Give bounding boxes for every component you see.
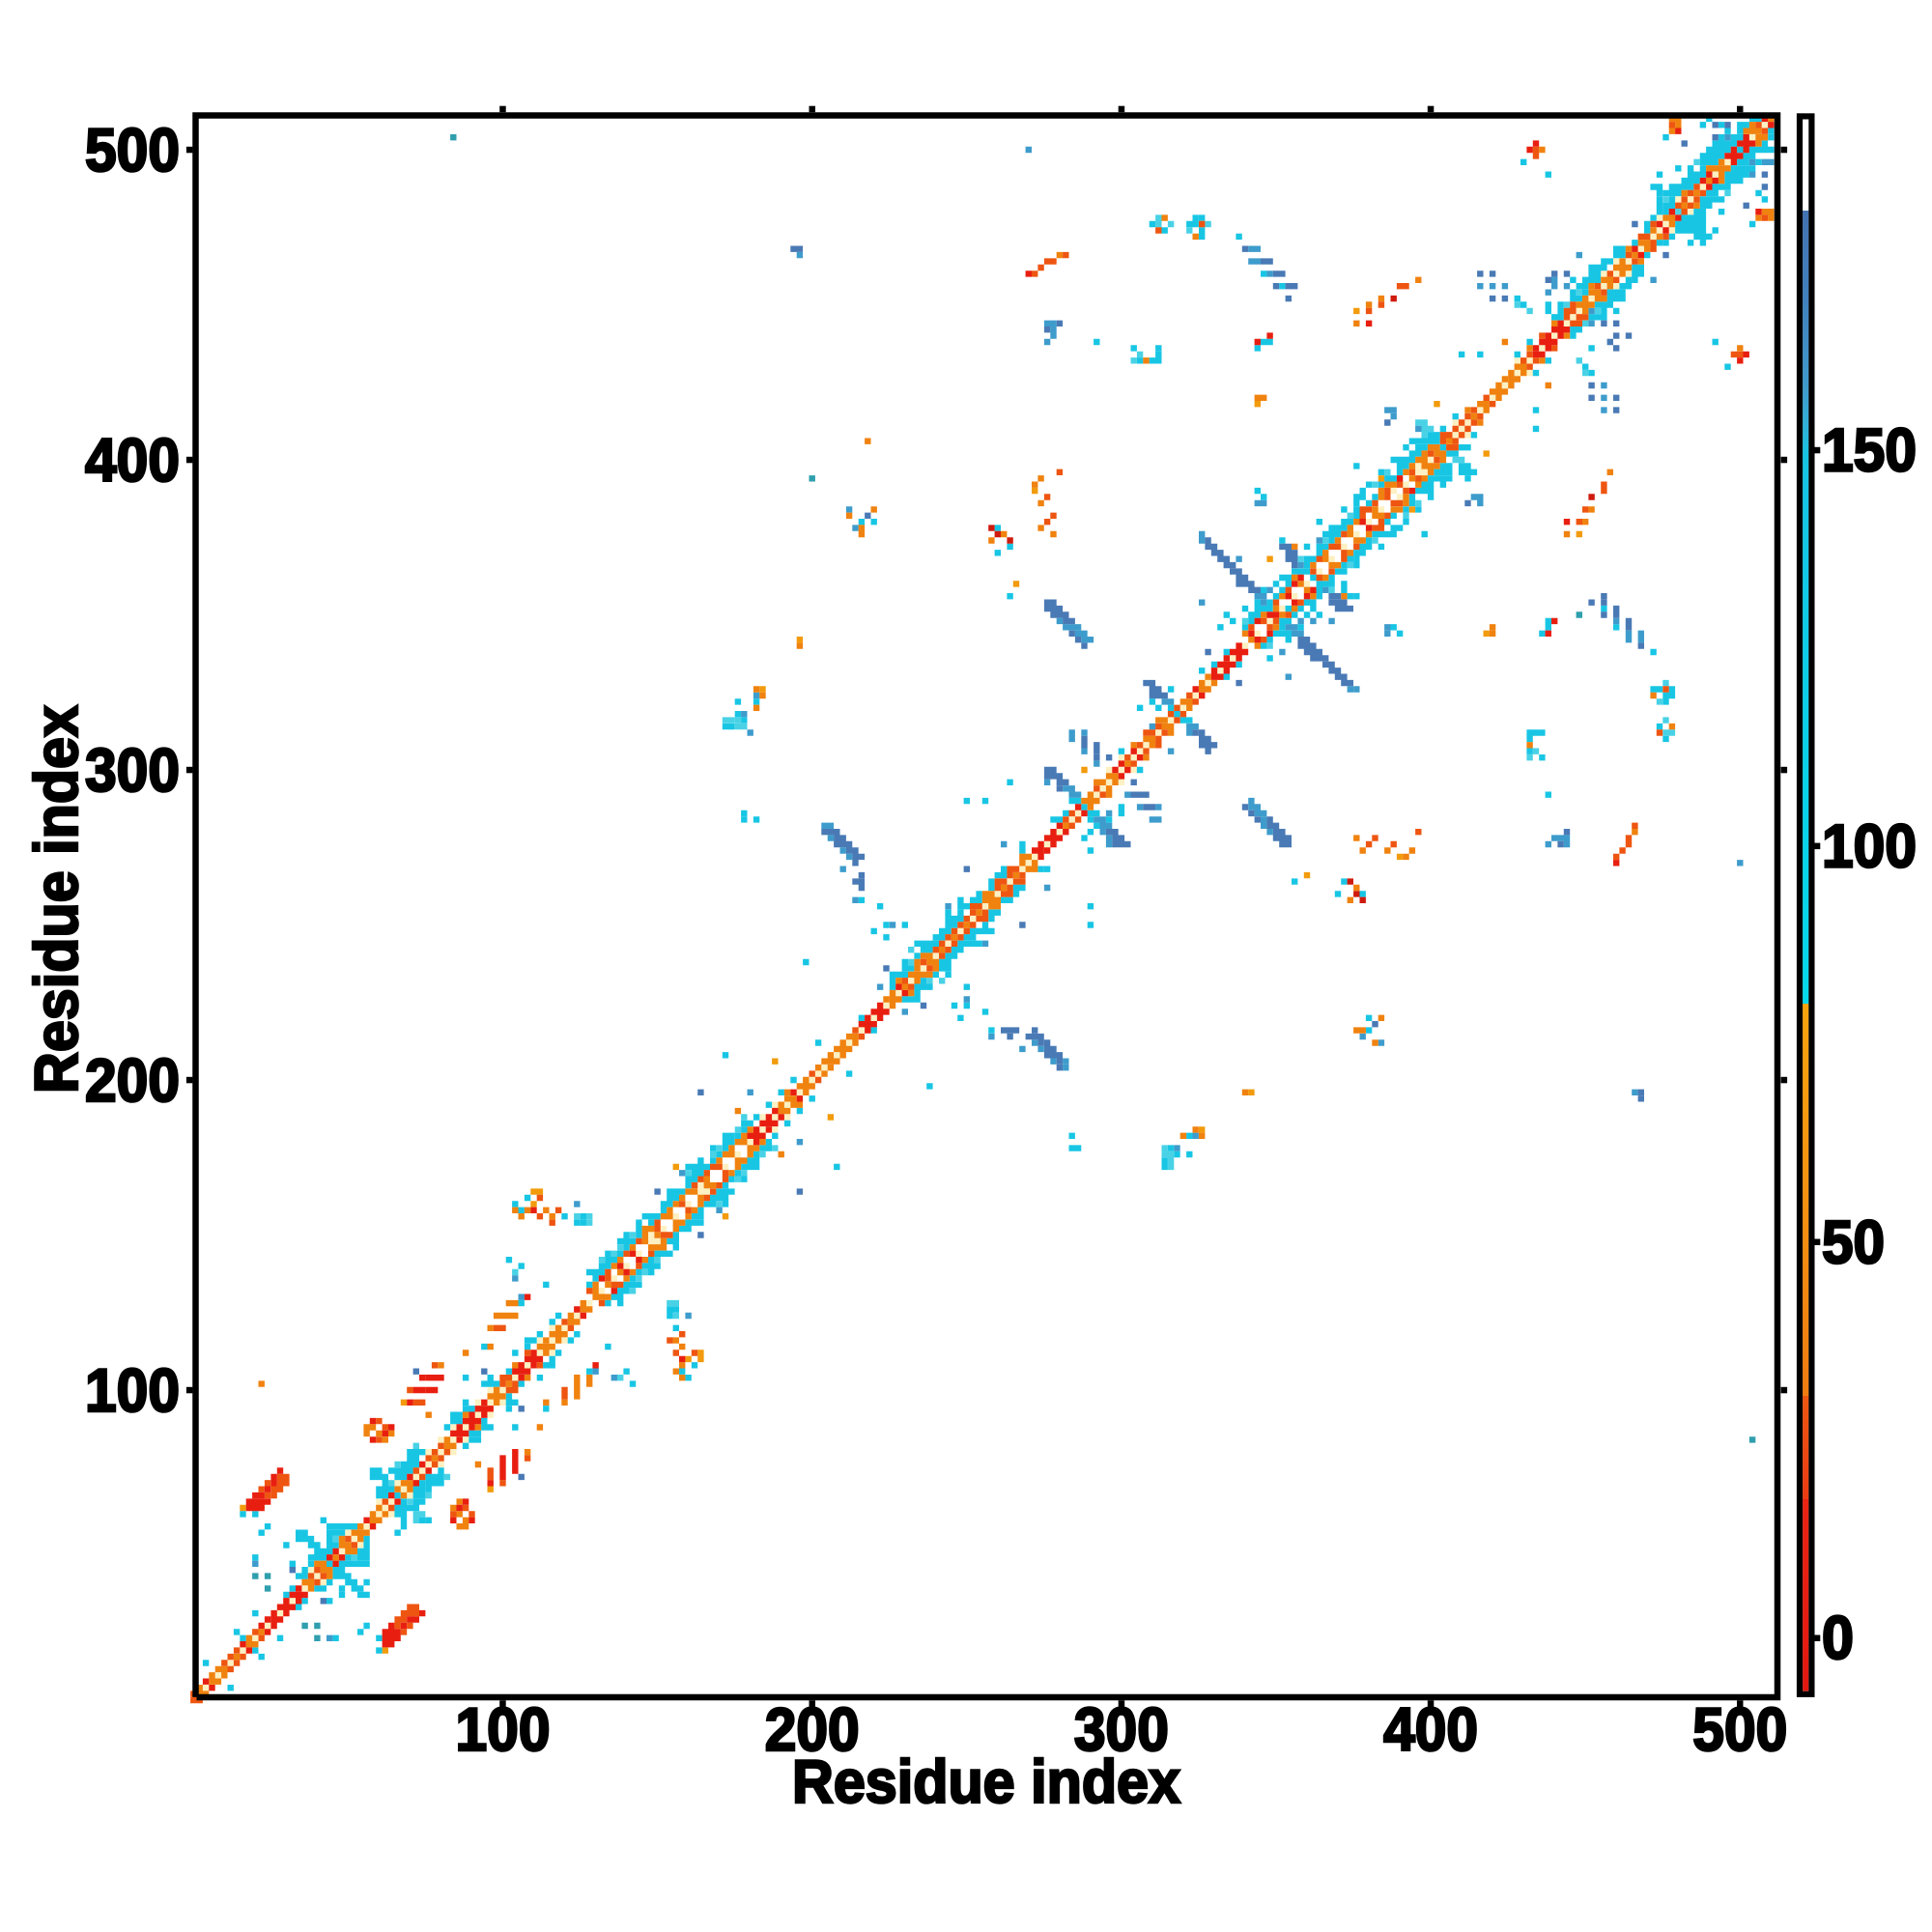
svg-text:200: 200 [765, 1696, 860, 1764]
svg-text:100: 100 [456, 1696, 551, 1764]
svg-text:100: 100 [85, 1357, 180, 1425]
svg-text:Residue index: Residue index [23, 705, 91, 1094]
svg-text:150: 150 [1822, 417, 1917, 485]
svg-text:500: 500 [1692, 1696, 1787, 1764]
svg-text:400: 400 [1383, 1696, 1478, 1764]
svg-text:100: 100 [1822, 812, 1917, 880]
svg-text:Residue index: Residue index [792, 1748, 1180, 1816]
svg-text:300: 300 [85, 737, 180, 805]
svg-text:0: 0 [1822, 1605, 1854, 1672]
svg-text:50: 50 [1822, 1208, 1885, 1276]
svg-text:300: 300 [1074, 1696, 1169, 1764]
svg-text:500: 500 [85, 117, 180, 185]
svg-text:400: 400 [85, 427, 180, 495]
svg-text:200: 200 [85, 1047, 180, 1115]
